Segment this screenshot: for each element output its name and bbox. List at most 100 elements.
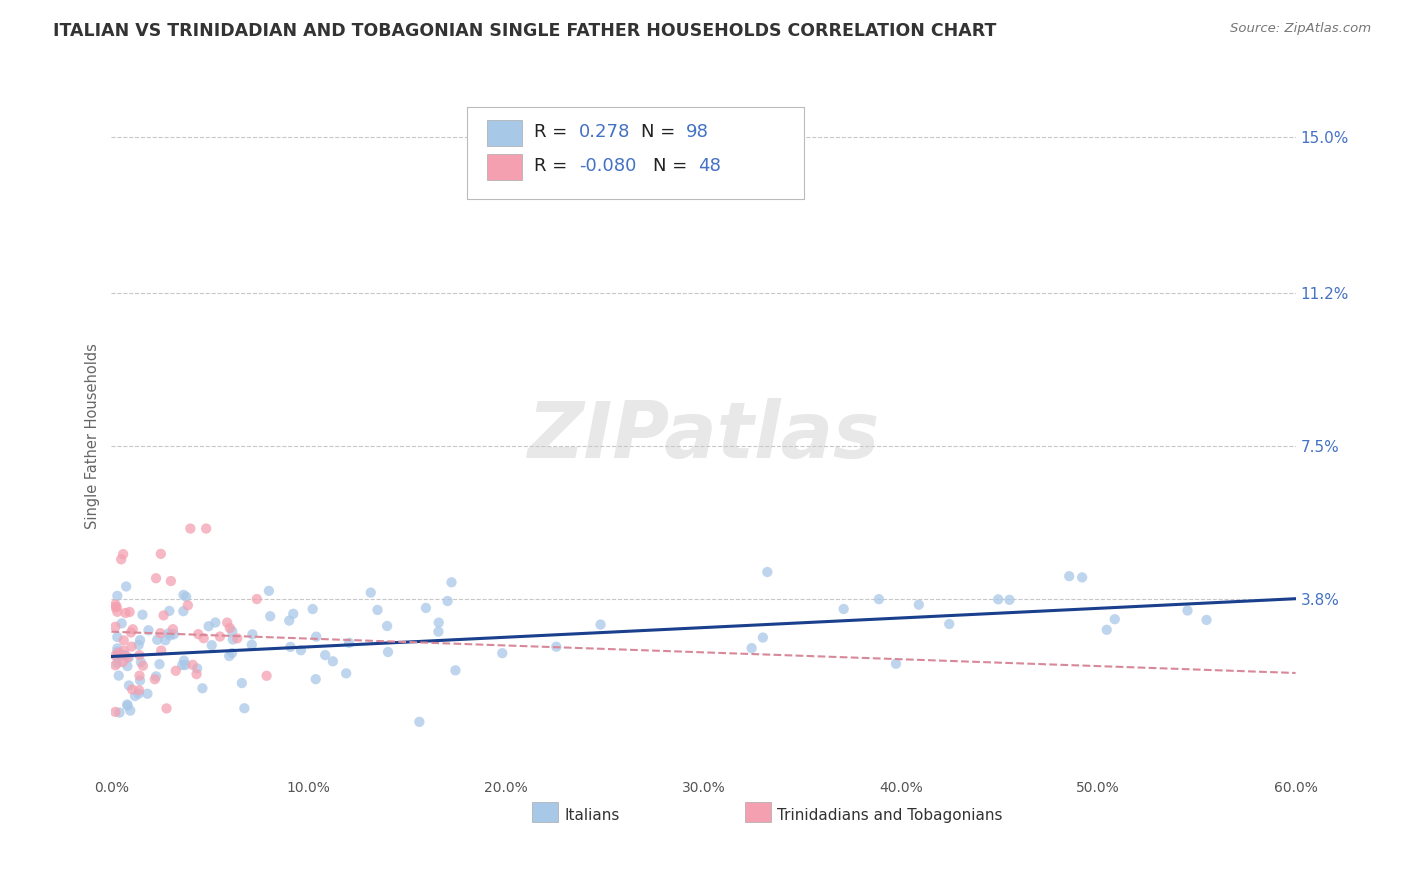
Point xyxy=(907,598,929,612)
Point xyxy=(366,603,388,617)
Point xyxy=(427,615,450,630)
Point xyxy=(104,705,127,719)
Point xyxy=(938,617,960,632)
Text: 48: 48 xyxy=(697,157,720,175)
Point xyxy=(301,602,323,616)
Point xyxy=(114,606,136,620)
Point xyxy=(112,547,135,561)
Point xyxy=(165,664,187,678)
Point xyxy=(112,633,135,648)
Point xyxy=(112,648,135,663)
Point xyxy=(246,592,269,607)
Point xyxy=(174,658,197,673)
Point xyxy=(163,627,186,641)
Text: Italians: Italians xyxy=(565,808,620,823)
Point xyxy=(440,575,463,590)
Point xyxy=(998,592,1021,607)
Point xyxy=(155,633,177,648)
Point xyxy=(204,615,226,630)
Point xyxy=(218,648,240,663)
Point xyxy=(752,631,775,645)
Point xyxy=(337,636,360,650)
Point xyxy=(124,689,146,703)
Point xyxy=(129,655,152,669)
Point xyxy=(128,683,150,698)
Point xyxy=(145,669,167,683)
Point xyxy=(177,599,200,613)
Point xyxy=(157,604,180,618)
Point xyxy=(117,698,139,713)
Point xyxy=(408,714,430,729)
Point xyxy=(143,673,166,687)
Point xyxy=(208,630,231,644)
Point xyxy=(145,571,167,585)
Text: Source: ZipAtlas.com: Source: ZipAtlas.com xyxy=(1230,22,1371,36)
Point xyxy=(128,638,150,652)
Point xyxy=(305,630,328,644)
Point xyxy=(436,594,458,608)
Point xyxy=(105,641,128,656)
Point xyxy=(987,592,1010,607)
Point xyxy=(491,646,513,660)
Point xyxy=(322,654,344,668)
Point xyxy=(589,617,612,632)
Point xyxy=(112,643,135,657)
Point xyxy=(131,607,153,622)
Point xyxy=(256,669,278,683)
Point xyxy=(174,590,197,604)
Point xyxy=(104,620,127,634)
Point xyxy=(128,648,150,662)
Point xyxy=(186,661,208,675)
Point xyxy=(222,632,245,647)
FancyBboxPatch shape xyxy=(531,802,558,822)
Point xyxy=(115,579,138,593)
Point xyxy=(360,585,382,599)
Point xyxy=(172,658,194,673)
Point xyxy=(150,643,173,657)
Point xyxy=(259,609,281,624)
Point xyxy=(149,626,172,640)
Point xyxy=(172,604,194,618)
Point xyxy=(117,650,139,665)
Point xyxy=(444,664,467,678)
Point xyxy=(111,655,134,669)
Point xyxy=(240,638,263,652)
Text: Trinidadians and Tobagonians: Trinidadians and Tobagonians xyxy=(778,808,1002,823)
Point xyxy=(179,522,201,536)
Point xyxy=(217,615,239,630)
Text: -0.080: -0.080 xyxy=(579,157,637,175)
Point xyxy=(136,687,159,701)
Point xyxy=(111,616,134,631)
Point xyxy=(105,605,128,619)
Point xyxy=(121,682,143,697)
Point xyxy=(193,631,215,645)
Point xyxy=(118,605,141,619)
Point xyxy=(283,607,305,621)
Point xyxy=(278,614,301,628)
Point xyxy=(173,654,195,668)
Point xyxy=(129,633,152,648)
Y-axis label: Single Father Households: Single Father Households xyxy=(86,343,100,529)
Point xyxy=(221,624,243,639)
Text: 0.278: 0.278 xyxy=(579,123,630,141)
Point xyxy=(157,626,180,640)
Point xyxy=(186,667,208,681)
Point xyxy=(221,646,243,660)
Point xyxy=(104,598,127,612)
Point xyxy=(314,648,336,662)
Text: ITALIAN VS TRINIDADIAN AND TOBAGONIAN SINGLE FATHER HOUSEHOLDS CORRELATION CHART: ITALIAN VS TRINIDADIAN AND TOBAGONIAN SI… xyxy=(53,22,997,40)
Point xyxy=(120,625,142,640)
Point xyxy=(105,589,128,603)
Point xyxy=(290,643,312,657)
Point xyxy=(128,668,150,682)
Point xyxy=(128,687,150,701)
Point xyxy=(1095,623,1118,637)
Point xyxy=(233,701,256,715)
Point xyxy=(1104,612,1126,626)
Point xyxy=(107,668,129,682)
Text: R =: R = xyxy=(534,123,574,141)
Point xyxy=(152,608,174,623)
Text: R =: R = xyxy=(534,157,574,175)
Point xyxy=(201,638,224,652)
Point xyxy=(173,588,195,602)
